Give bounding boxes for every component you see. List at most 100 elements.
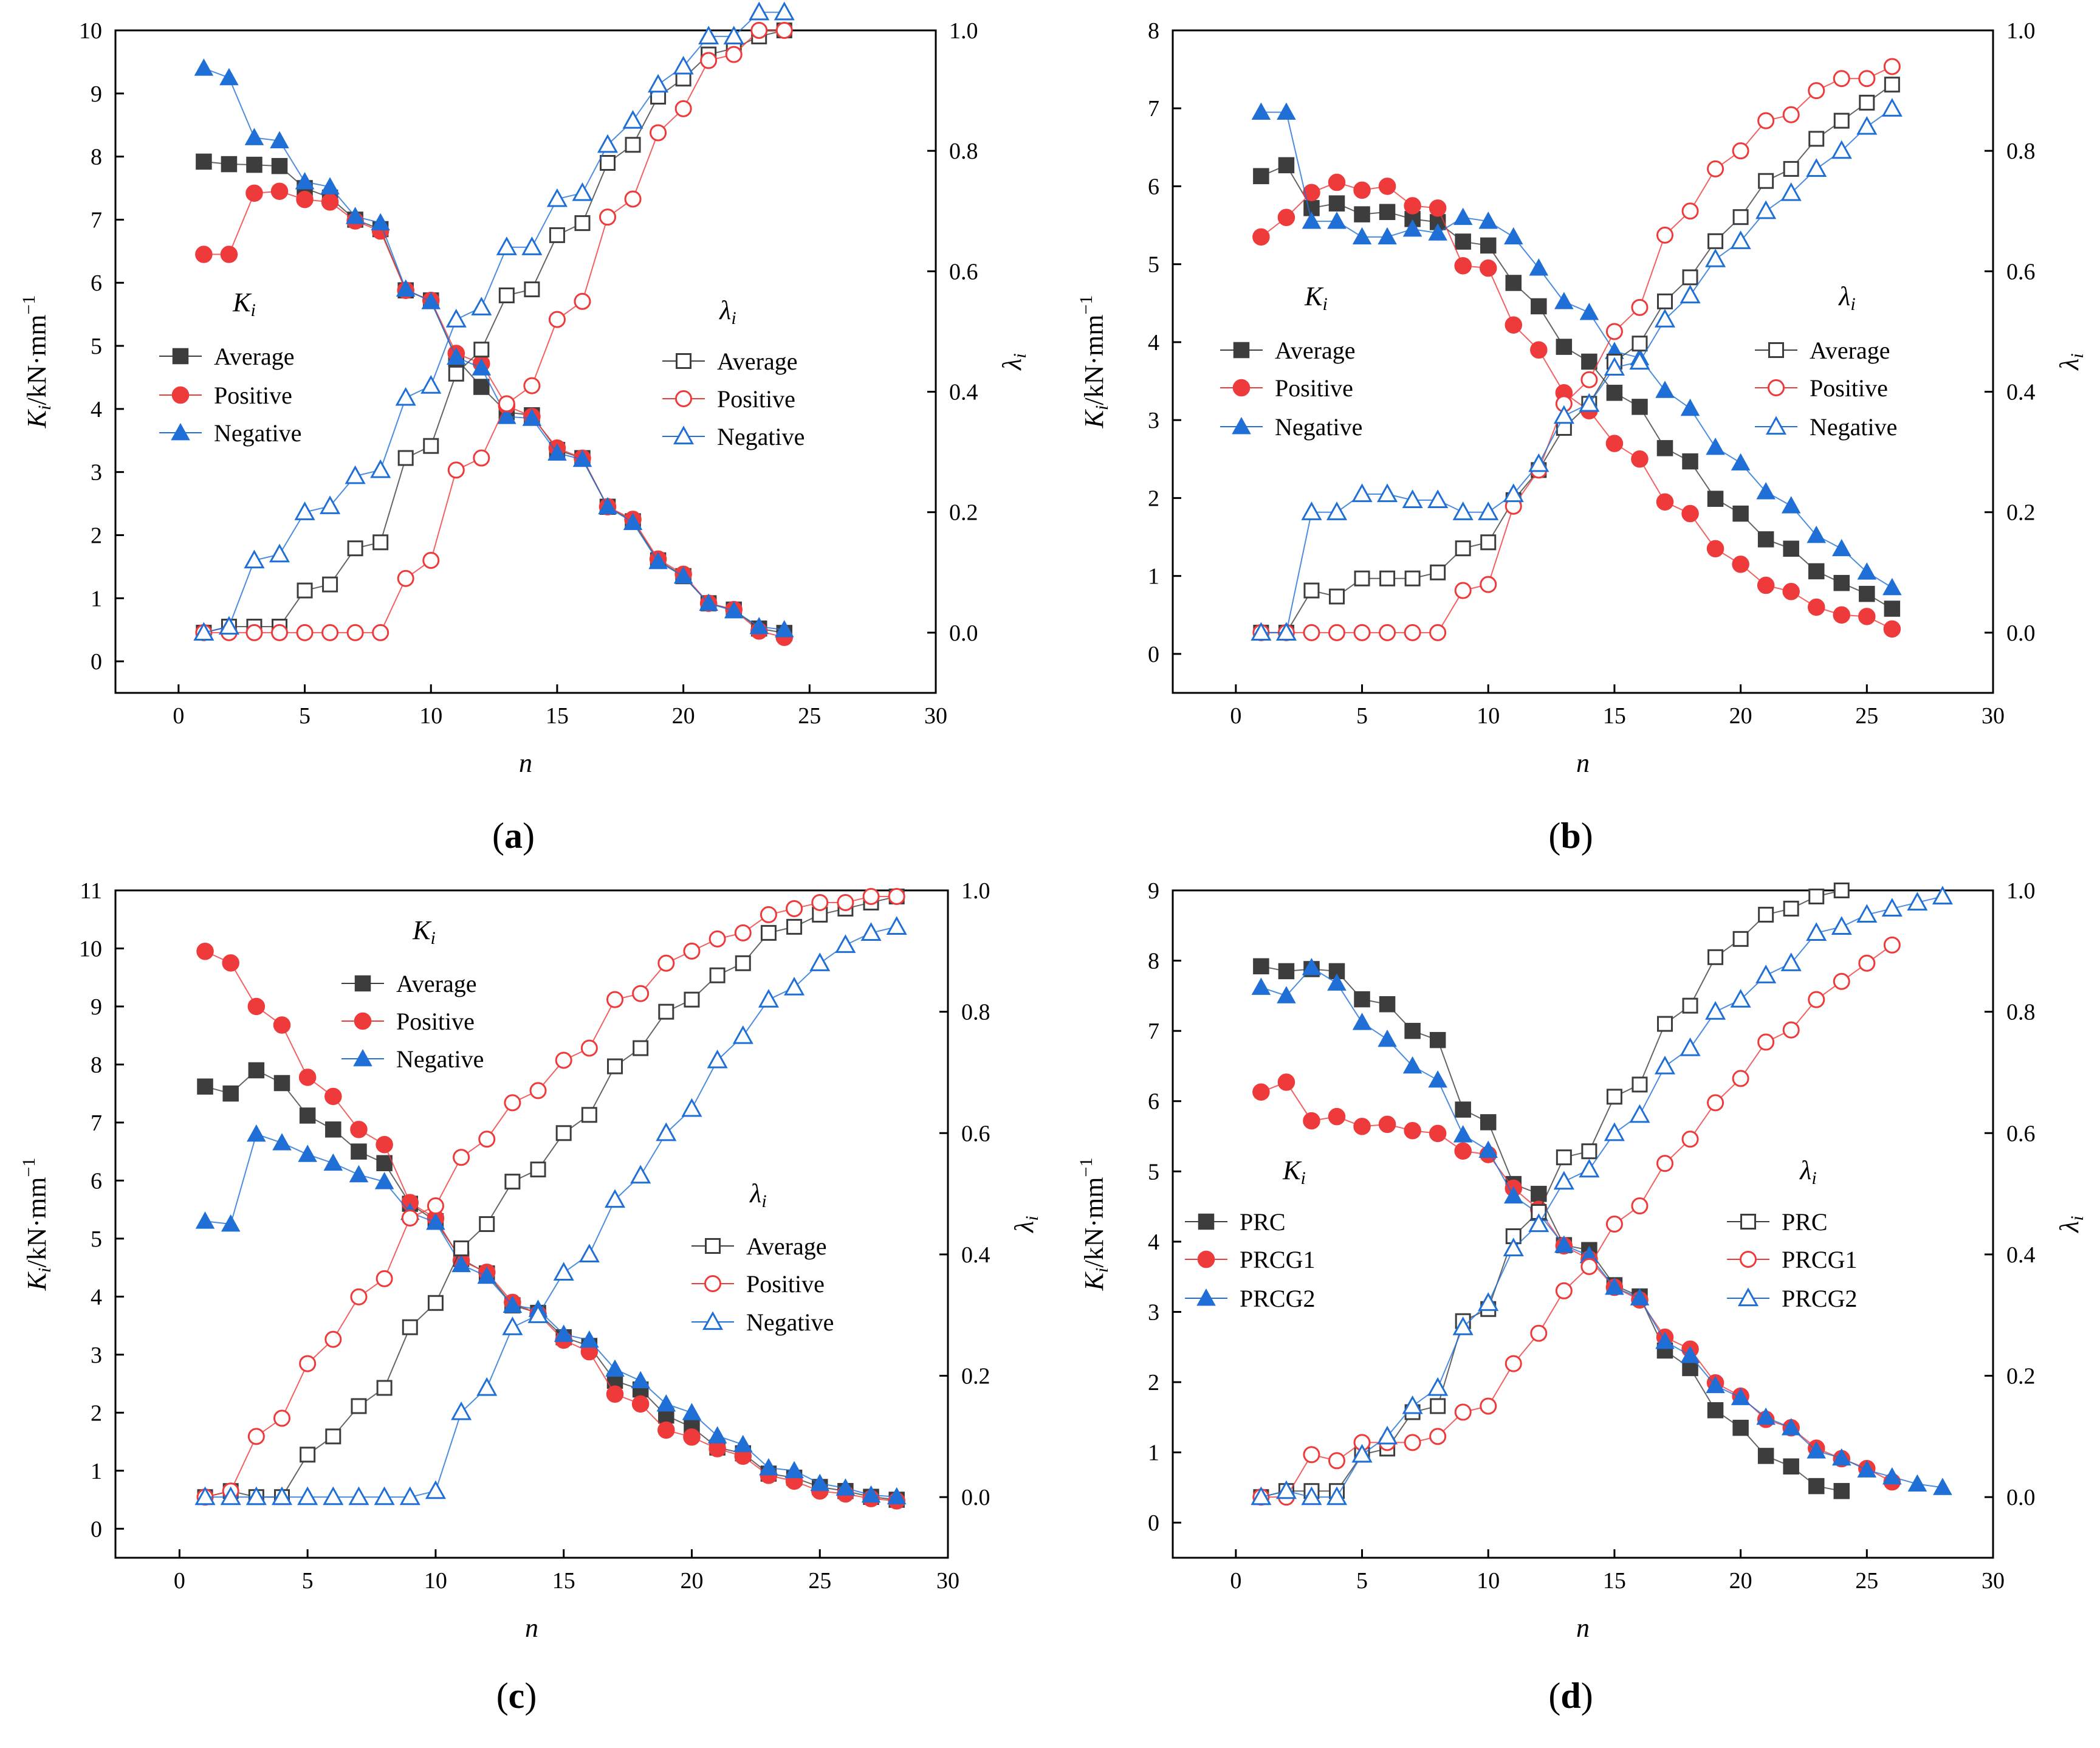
data-point bbox=[837, 893, 854, 911]
data-point bbox=[1883, 936, 1901, 954]
data-point bbox=[1632, 335, 1648, 352]
data-point bbox=[1503, 227, 1523, 245]
data-point bbox=[1630, 1288, 1650, 1306]
chart-panel-b: 0 5 10 15 20 25 30 0 1 2 3 4 5 6 7 8 0.0 0.2 0.4 0.6 0.8 1.0 n… bbox=[1076, 18, 2087, 856]
data-point bbox=[370, 459, 391, 478]
data-point bbox=[1554, 1235, 1574, 1253]
y-right-tick-label: 0.2 bbox=[949, 500, 978, 526]
data-point bbox=[222, 1085, 239, 1102]
y-right-tick-label: 0.0 bbox=[949, 621, 978, 646]
data-point bbox=[197, 1078, 213, 1095]
data-point bbox=[1452, 501, 1474, 520]
series-line bbox=[1261, 111, 1893, 588]
data-point bbox=[298, 1144, 317, 1162]
lambda-legend-title-symbol: λ bbox=[1837, 281, 1850, 311]
data-point bbox=[1808, 82, 1825, 100]
data-point bbox=[1655, 380, 1675, 398]
data-point bbox=[247, 997, 266, 1016]
data-point bbox=[195, 1211, 215, 1229]
series-line bbox=[205, 951, 897, 1502]
series-k-positive bbox=[196, 943, 905, 1510]
data-point bbox=[1604, 1122, 1625, 1141]
x-tick-label: 15 bbox=[546, 703, 569, 729]
series-lambda-positive bbox=[195, 22, 793, 641]
panel-label: (c) bbox=[496, 1676, 537, 1716]
lambda-legend-label: Positive bbox=[746, 1270, 825, 1298]
data-point bbox=[1252, 228, 1270, 246]
data-point bbox=[1530, 341, 1548, 359]
data-point bbox=[445, 309, 467, 328]
x-tick-label: 0 bbox=[1230, 1568, 1241, 1594]
data-point bbox=[477, 1266, 497, 1284]
data-point bbox=[658, 1003, 674, 1020]
data-point bbox=[1606, 385, 1623, 401]
k-legend-label: Negative bbox=[1275, 413, 1362, 441]
data-point bbox=[1831, 140, 1852, 159]
data-point bbox=[774, 620, 794, 638]
data-point bbox=[1657, 293, 1673, 309]
k-legend-marker bbox=[1196, 1288, 1216, 1306]
data-point bbox=[1858, 608, 1876, 625]
data-point bbox=[1480, 1397, 1497, 1415]
data-point bbox=[220, 1486, 241, 1505]
data-point bbox=[1402, 1056, 1422, 1074]
panel-label-letter: b bbox=[1560, 816, 1580, 856]
data-point bbox=[296, 190, 314, 208]
k-legend-label: Average bbox=[1275, 337, 1356, 364]
series-lambda-negative bbox=[194, 916, 907, 1505]
data-point bbox=[270, 131, 289, 149]
x-axis-label: n bbox=[525, 1613, 538, 1643]
y-left-tick-label: 1 bbox=[91, 1459, 102, 1484]
data-point bbox=[700, 52, 718, 69]
k-legend-label: Average bbox=[396, 970, 477, 997]
data-point bbox=[1732, 209, 1749, 225]
data-point bbox=[631, 1371, 650, 1389]
data-point bbox=[707, 1426, 727, 1443]
data-point bbox=[1277, 986, 1296, 1003]
data-point bbox=[1278, 157, 1295, 174]
data-point bbox=[298, 1068, 317, 1086]
data-point bbox=[320, 177, 340, 194]
data-point bbox=[1757, 1448, 1774, 1464]
data-point bbox=[1277, 208, 1295, 227]
data-point bbox=[1452, 1316, 1474, 1335]
data-point bbox=[606, 1385, 624, 1403]
series-line bbox=[205, 895, 897, 1498]
data-point bbox=[478, 1130, 496, 1148]
panel-label-open: ( bbox=[492, 816, 504, 856]
data-point bbox=[1783, 160, 1799, 177]
data-point bbox=[1528, 1213, 1549, 1233]
y-right-tick-label: 0.2 bbox=[2006, 1364, 2036, 1389]
data-point bbox=[1781, 496, 1801, 514]
data-point bbox=[247, 1124, 266, 1142]
series-k-prcg2 bbox=[1251, 958, 1952, 1495]
data-point bbox=[1808, 888, 1825, 904]
data-point bbox=[1402, 219, 1422, 237]
data-point bbox=[1478, 212, 1498, 229]
data-point bbox=[523, 377, 541, 394]
y-left-tick-label: 8 bbox=[1148, 18, 1159, 44]
data-point bbox=[271, 1486, 293, 1505]
lambda-legend-label: Positive bbox=[1810, 374, 1888, 402]
data-point bbox=[397, 569, 414, 587]
data-point bbox=[1377, 483, 1398, 503]
chart-panel-c: 0 5 10 15 20 25 30 0 1 2 3 4 5 6 7 8 9 10 11 0.0 0.2 0.4 0.6 0.… bbox=[19, 878, 1042, 1716]
data-point bbox=[1758, 906, 1774, 923]
data-point bbox=[1682, 997, 1698, 1014]
data-point bbox=[324, 1087, 342, 1106]
data-point bbox=[1881, 98, 1903, 117]
data-point bbox=[784, 977, 805, 996]
data-point bbox=[860, 922, 882, 941]
data-point bbox=[504, 1094, 521, 1112]
panel-label-open: ( bbox=[1548, 816, 1560, 856]
data-point bbox=[1757, 1033, 1775, 1051]
y-left-label-sup: −1 bbox=[1076, 1158, 1096, 1177]
data-point bbox=[1833, 606, 1851, 624]
y-right-tick-label: 0.0 bbox=[961, 1485, 990, 1510]
data-point bbox=[1480, 576, 1497, 593]
lambda-legend-title: λi bbox=[1799, 1155, 1816, 1188]
data-point bbox=[1681, 202, 1699, 220]
data-point bbox=[1629, 351, 1650, 370]
y-right-tick-label: 1.0 bbox=[949, 18, 978, 44]
data-point bbox=[554, 1324, 574, 1342]
